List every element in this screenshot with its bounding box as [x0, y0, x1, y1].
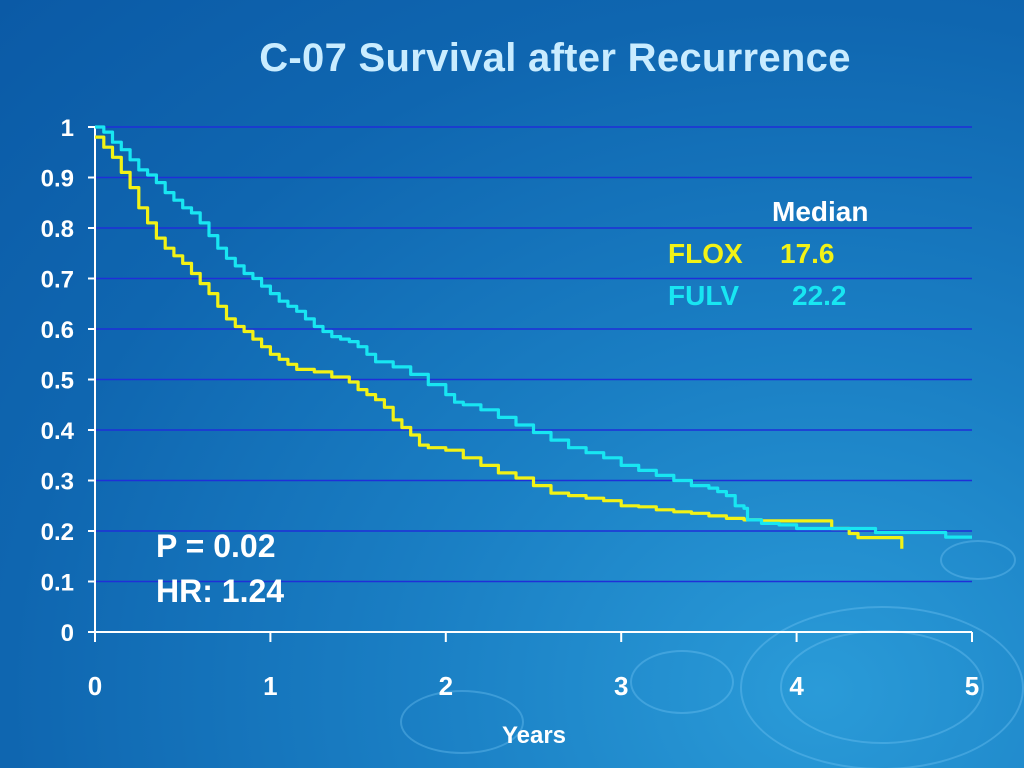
stats-annotation: P = 0.02 HR: 1.24 [156, 524, 284, 614]
hazard-ratio: HR: 1.24 [156, 573, 285, 609]
y-tick-label: 0.7 [41, 267, 74, 294]
y-tick-label: 0.4 [41, 418, 75, 445]
y-tick-label: 0.6 [41, 317, 74, 344]
flox-median-value: 17.6 [780, 238, 835, 269]
background-ripple [400, 690, 524, 754]
y-tick-label: 0.3 [41, 469, 74, 496]
x-tick-label: 4 [789, 671, 804, 701]
y-tick-label: 0.1 [41, 570, 74, 597]
chart-title: C-07 Survival after Recurrence [259, 36, 851, 80]
x-tick-labels: 0 1 2 3 4 5 [88, 671, 979, 701]
series-line-fulv [95, 125, 972, 539]
x-tick-label: 3 [614, 671, 628, 701]
fulv-median-row: FULV 22.2 [668, 280, 847, 312]
x-tick-label: 0 [88, 671, 102, 701]
x-tick-label: 5 [965, 671, 979, 701]
y-tick-label: 0.5 [41, 368, 74, 395]
flox-median-row: FLOX 17.6 [668, 238, 835, 270]
y-tick-label: 0.8 [41, 216, 74, 243]
x-tick-label: 2 [439, 671, 453, 701]
y-tick-label: 0.2 [41, 519, 74, 546]
fulv-median-value: 22.2 [792, 280, 847, 311]
x-tick-label: 1 [263, 671, 277, 701]
y-tick-label: 0 [61, 620, 74, 647]
y-tick-label: 0.9 [41, 166, 74, 193]
y-tick-labels: 0 0.1 0.2 0.3 0.4 0.5 0.6 0.7 0.8 0.9 1 [41, 115, 75, 647]
background-ripple [740, 606, 1024, 768]
series-lines [95, 125, 972, 549]
series-line-flox [95, 135, 904, 549]
fulv-label: FULV [668, 280, 740, 311]
median-header: Median [772, 196, 869, 227]
y-tick-label: 1 [61, 115, 74, 142]
background-ripple [940, 540, 1016, 580]
x-axis-label: Years [501, 722, 567, 749]
background-ripple [630, 650, 734, 714]
flox-label: FLOX [668, 238, 743, 269]
p-value: P = 0.02 [156, 528, 276, 564]
axes [88, 126, 973, 642]
